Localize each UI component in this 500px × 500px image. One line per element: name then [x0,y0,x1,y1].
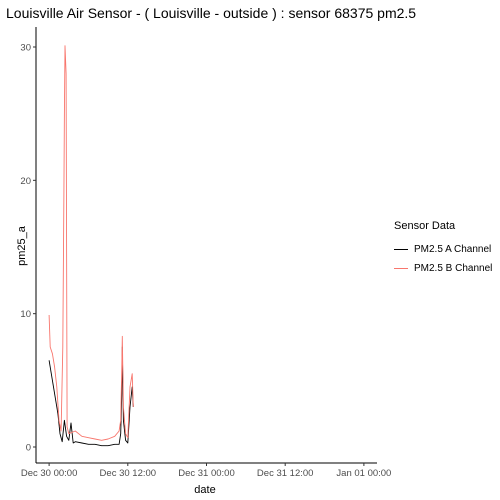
legend-key-a [394,249,408,250]
legend-title: Sensor Data [394,220,456,232]
x-tick-label: Dec 31 00:00 [178,468,235,479]
legend-label-b: PM2.5 B Channel [414,263,493,274]
x-tick-label: Dec 30 00:00 [21,468,78,479]
y-tick-label: 20 [20,176,31,187]
legend: Sensor Data PM2.5 A Channel PM2.5 B Chan… [394,220,492,278]
x-tick-label: Jan 01 00:00 [336,468,391,479]
y-tick-label: 10 [20,309,31,320]
legend-item-b: PM2.5 B Channel [394,259,492,278]
y-tick-label: 30 [20,43,31,54]
x-tick-label: Dec 31 12:00 [257,468,314,479]
legend-label-a: PM2.5 A Channel [414,244,492,255]
legend-item-a: PM2.5 A Channel [394,240,492,259]
chart-title: Louisville Air Sensor - ( Louisville - o… [6,5,417,21]
x-axis-label: date [194,484,216,496]
series-line-a [48,346,134,447]
y-tick-label: 0 [26,443,31,454]
series-line-b [48,45,134,441]
legend-key-b [394,268,408,269]
x-tick-label: Dec 30 12:00 [100,468,157,479]
